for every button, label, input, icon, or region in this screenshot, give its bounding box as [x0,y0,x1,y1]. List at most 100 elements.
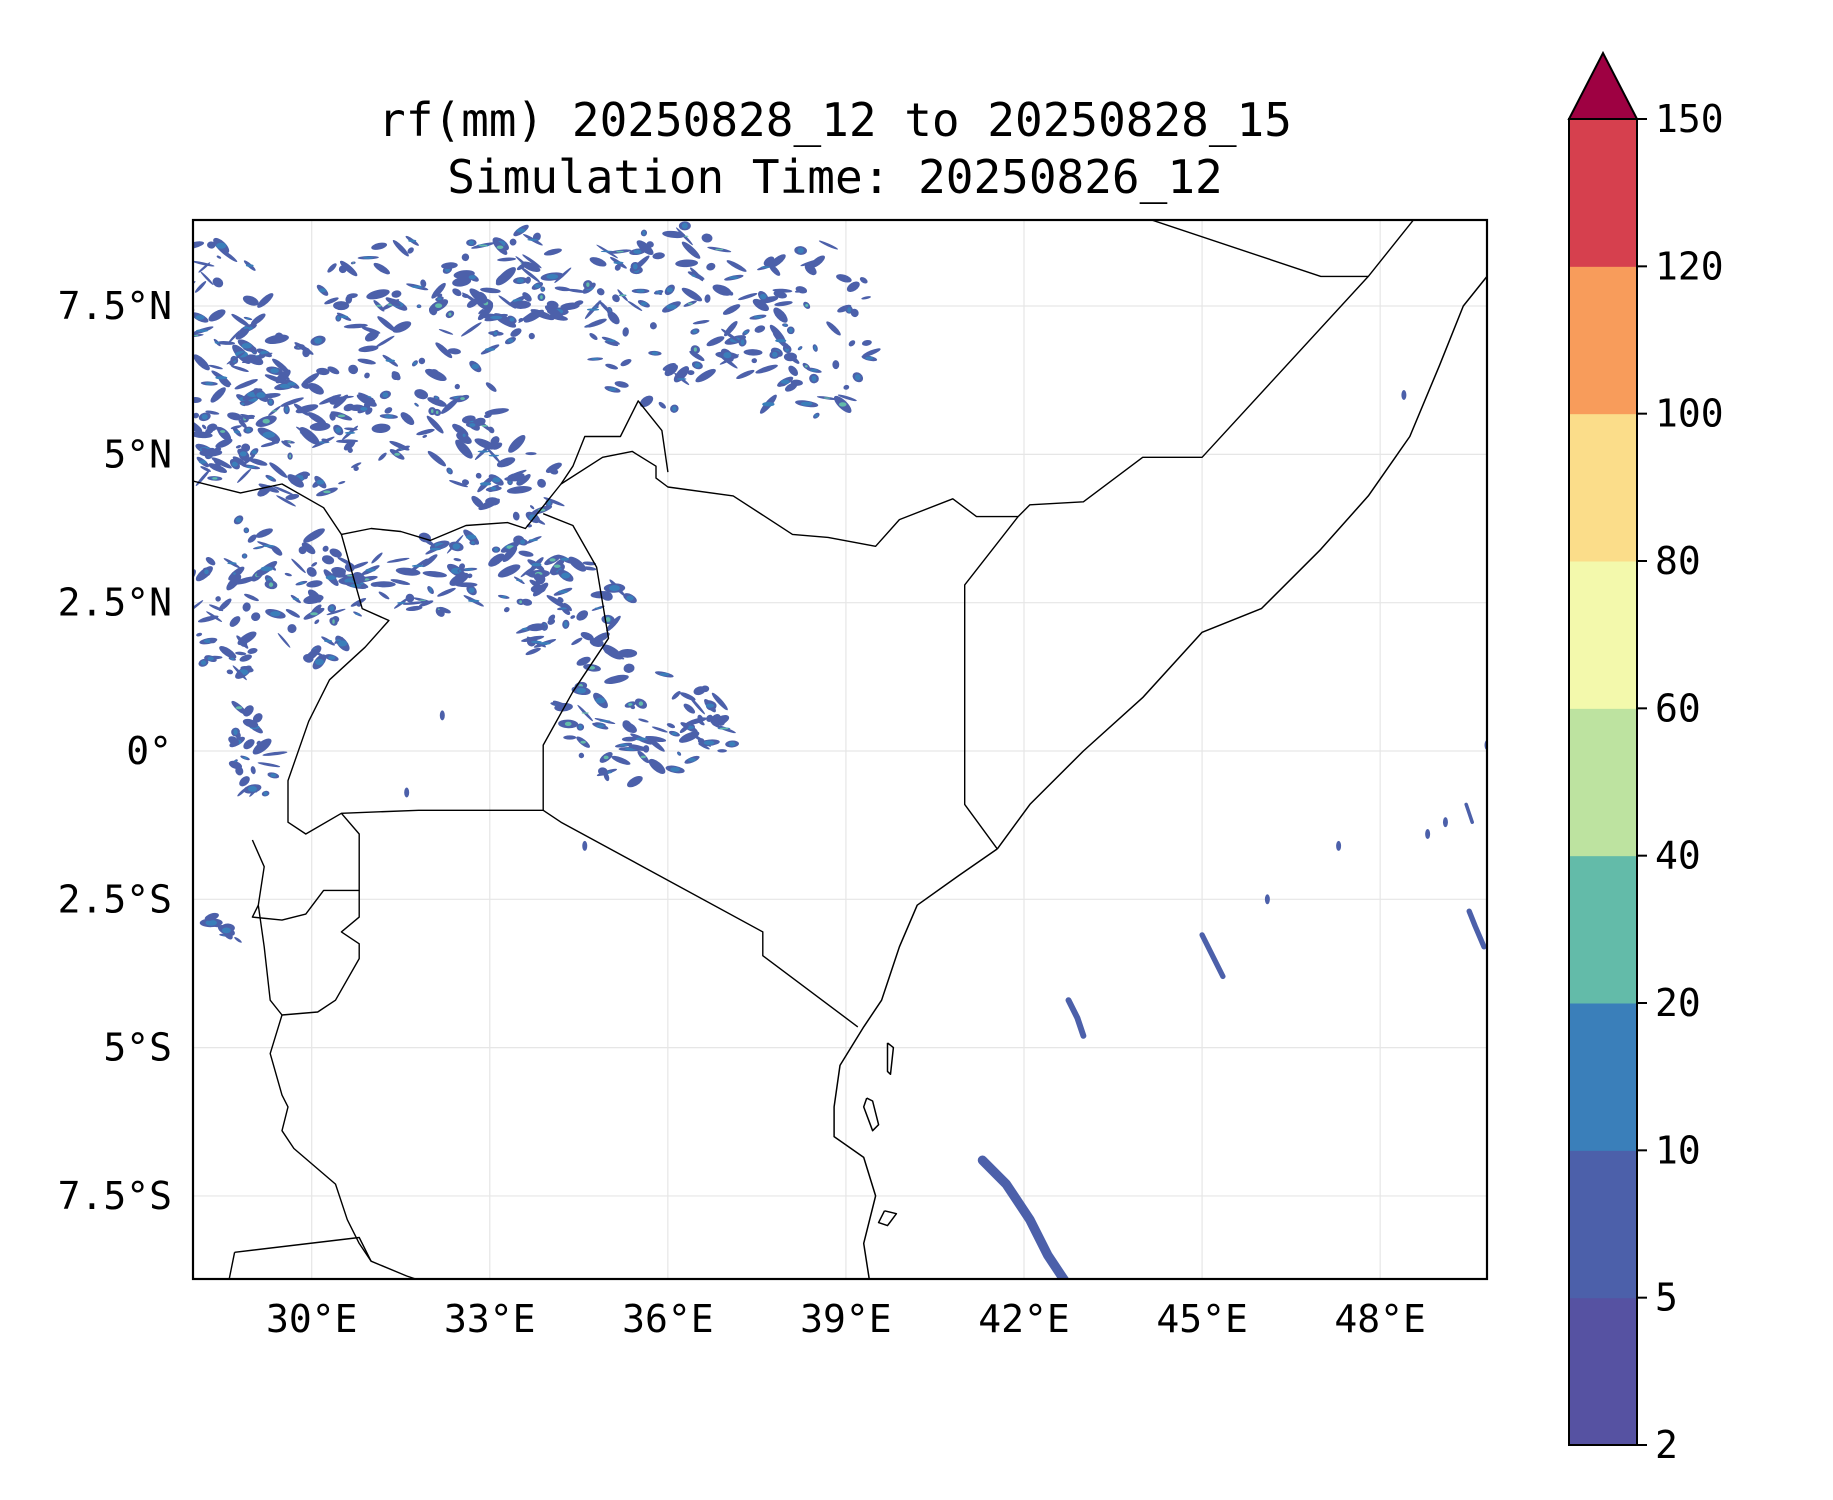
rain-cell [623,663,635,673]
rain-speck [1336,840,1342,851]
rain-cell [244,593,259,602]
rain-cell [146,380,156,388]
country-border [287,534,859,1028]
rain-cell-peak [715,248,724,251]
rain-speck [404,787,410,798]
rain-cell [576,610,589,621]
rain-cell [580,631,594,641]
rain-cell-core [314,337,322,344]
rain-cell [598,300,612,315]
rain-cell [763,256,775,266]
rain-cell [329,548,342,558]
rain-speck [582,840,588,851]
rain-cell-core [488,454,500,457]
colorbar-bin [1569,266,1637,415]
rain-cell [242,602,251,612]
rain-cell [861,339,872,346]
rain-cell [449,480,469,488]
rain-cell [178,633,190,645]
rain-cell-core [365,568,376,572]
colorbar-bin [1569,119,1637,267]
rain-cell [525,452,537,456]
rain-cell [391,371,401,381]
rain-cell [196,632,203,637]
rain-cell-peak [693,347,697,352]
rain-cell [704,294,711,303]
rain-cell-peak [287,441,292,443]
rain-cell-core [329,605,335,611]
rain-cell-core [619,743,628,747]
rain-cell [260,441,277,448]
rain-cell [204,912,219,921]
rain-cell [428,306,438,316]
rain-cell [351,462,362,468]
rain-cell-peak [332,619,335,624]
rain-cell [157,335,174,347]
rain-cell [347,447,353,453]
rain-cell-peak [638,701,644,706]
rain-cell-core [231,461,238,467]
rain-cell-core [355,613,361,615]
map-area [146,218,1489,1281]
rain-cell [543,248,562,256]
rain-cell [386,557,410,563]
rain-cell-core [437,297,442,301]
rain-cell [563,735,577,740]
rain-cell-core [608,387,617,392]
rain-cell-peak [271,410,278,412]
rain-cell [248,458,268,466]
rain-cell-core [546,273,559,280]
rain-cell [274,332,284,342]
rain-cell-peak [310,612,318,616]
rain-cell [662,230,686,239]
rain-cell [193,412,200,419]
rain-cell-core [328,655,336,660]
rain-cell [528,332,535,340]
rain-cell [681,287,703,302]
rain-cell-core [448,468,452,474]
rain-cell-core [576,687,586,694]
rain-cell-core [255,546,262,549]
rain-cell-core [586,308,600,311]
rain-cell-peak [823,397,831,399]
rain-cell-core [207,656,214,661]
rain-cell [272,485,295,496]
rain-cell-core [740,339,745,346]
colorbar-tick-label: 5 [1655,1276,1678,1320]
rain-cell [774,301,793,307]
rain-cell [455,582,478,588]
rain-cell [169,366,176,373]
rain-cell-core [260,566,274,572]
rain-cell [525,276,531,284]
rain-cell [621,736,637,742]
rain-cell [475,472,482,479]
rain-cell-peak [580,740,586,744]
rain-cell-core [762,402,775,407]
colorbar-tick-label: 100 [1655,392,1724,436]
rain-cell [169,396,189,408]
rain-cell [586,318,607,328]
colorbar-bin [1569,561,1637,709]
rain-cell [785,382,798,392]
rain-cell [193,297,194,307]
rain-cell-core [205,382,214,385]
rain-cell [612,294,620,303]
colorbar-tick-label: 150 [1655,97,1724,141]
rain-cell-core [214,341,220,344]
rain-cell [194,281,207,293]
rain-cell-core [200,660,207,666]
colorbar-tick-label: 60 [1655,686,1701,730]
colorbar-tick-label: 40 [1655,834,1701,878]
rain-cell [706,262,716,271]
rain-cell [679,725,689,734]
rain-cell [301,373,320,386]
rain-cell-core [267,476,274,480]
rain-cell [234,936,242,943]
rain-cell-core [609,584,620,592]
rain-cell-core [413,361,417,365]
rain-cell-peak [262,418,270,424]
rain-cell [484,413,492,419]
rain-cell-core [216,242,227,249]
rain-cell [293,403,310,416]
